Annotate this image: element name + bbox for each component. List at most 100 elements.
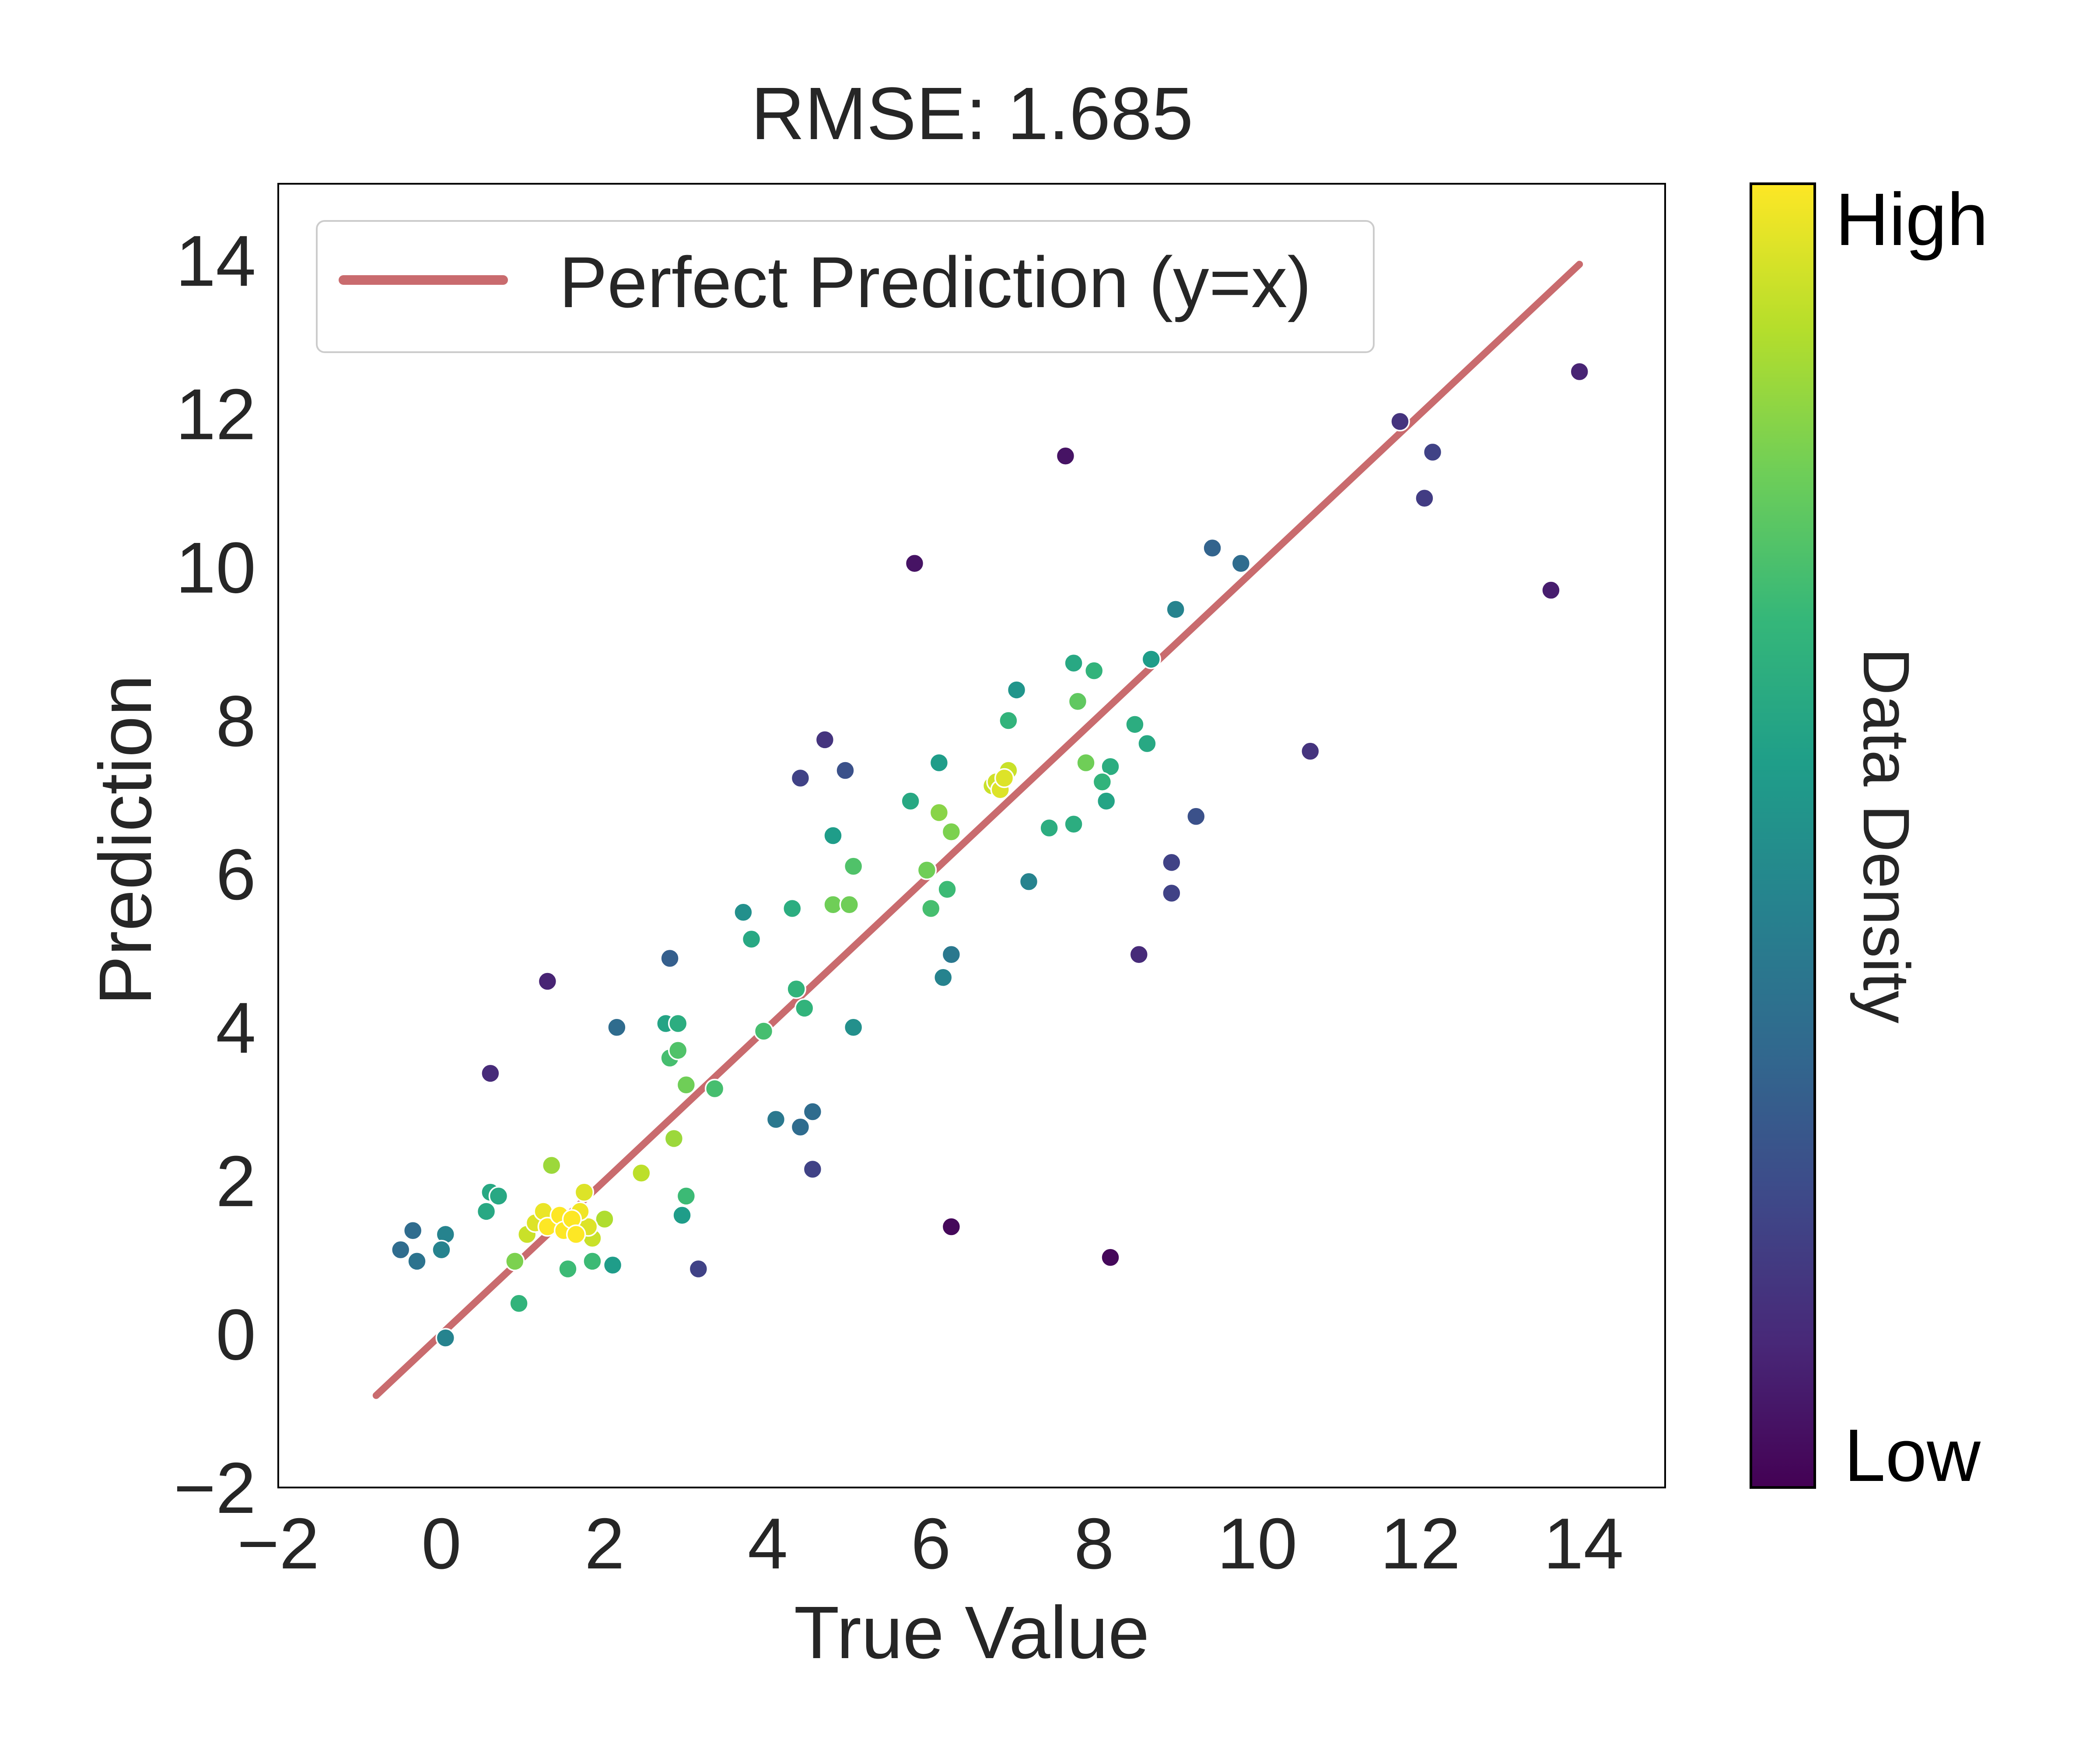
scatter-point — [1084, 661, 1104, 681]
scatter-point — [904, 553, 925, 574]
scatter-point — [1018, 872, 1039, 892]
scatter-point — [574, 1182, 595, 1202]
scatter-point — [839, 895, 860, 915]
scatter-point — [595, 1209, 615, 1229]
x-tick-label: 2 — [584, 1503, 625, 1584]
scatter-point — [1068, 691, 1088, 711]
scatter-point — [1162, 883, 1182, 903]
scatter-point — [929, 802, 949, 823]
scatter-point — [509, 1293, 529, 1314]
scatter-point — [505, 1251, 525, 1271]
scatter-point — [835, 760, 855, 780]
scatter-point — [794, 998, 815, 1018]
y-tick-label: 4 — [216, 987, 256, 1068]
scatter-point — [917, 860, 937, 880]
scatter-point — [782, 898, 802, 919]
scatter-point — [660, 948, 680, 969]
scatter-point — [1166, 599, 1186, 620]
scatter-point — [929, 752, 949, 773]
x-tick-label: 12 — [1380, 1503, 1461, 1584]
scatter-point — [766, 1109, 786, 1130]
scatter-point — [815, 730, 835, 750]
scatter-point — [941, 1217, 962, 1237]
scatter-point — [407, 1251, 427, 1271]
scatter-point — [476, 1201, 497, 1222]
scatter-point — [672, 1205, 692, 1225]
colorbar-gradient — [1750, 182, 1816, 1489]
colorbar-title: Data Density — [1850, 648, 1923, 1024]
y-axis-label: Prediction — [84, 675, 167, 1005]
scatter-point — [1569, 361, 1589, 382]
scatter-point — [582, 1251, 602, 1271]
scatter-point — [998, 710, 1018, 731]
scatter-point — [704, 1078, 725, 1099]
scatter-point — [566, 1224, 586, 1245]
scatter-point — [1162, 852, 1182, 873]
scatter-point — [688, 1259, 709, 1279]
scatter-point — [1390, 411, 1410, 432]
x-tick-label: 8 — [1074, 1503, 1114, 1584]
scatter-point — [488, 1186, 509, 1206]
scatter-point — [790, 1117, 811, 1137]
x-tick-label: −2 — [237, 1503, 319, 1584]
scatter-point — [558, 1259, 578, 1279]
scatter-point — [1129, 944, 1149, 965]
scatter-point — [631, 1163, 651, 1183]
scatter-point — [786, 979, 806, 999]
scatter-point — [753, 1021, 774, 1041]
legend-box — [316, 220, 1375, 353]
scatter-point — [541, 1155, 562, 1176]
scatter-point — [1100, 1247, 1120, 1267]
scatter-point — [1414, 488, 1435, 508]
chart-title: RMSE: 1.685 — [751, 72, 1193, 155]
y-tick-label: −2 — [174, 1448, 256, 1528]
scatter-point — [1202, 538, 1222, 558]
scatter-point — [1064, 814, 1084, 834]
scatter-point — [1076, 752, 1096, 773]
scatter-point — [941, 822, 962, 842]
scatter-point — [668, 1013, 688, 1034]
scatter-point — [607, 1017, 627, 1037]
scatter-point — [402, 1221, 423, 1241]
scatter-point — [921, 898, 941, 919]
scatter-point — [664, 1128, 684, 1149]
scatter-point — [790, 768, 811, 788]
scatter-point — [802, 1102, 823, 1122]
scatter-point — [1055, 446, 1076, 466]
scatter-point — [1064, 653, 1084, 673]
scatter-point — [937, 879, 957, 900]
x-tick-label: 10 — [1217, 1503, 1298, 1584]
scatter-point — [1541, 580, 1561, 600]
scatter-point — [668, 1040, 688, 1060]
scatter-point — [1137, 733, 1157, 754]
scatter-point — [1231, 553, 1251, 574]
scatter-point — [676, 1074, 696, 1095]
y-tick-label: 2 — [216, 1141, 256, 1222]
scatter-point — [802, 1159, 823, 1180]
scatter-point — [1096, 791, 1116, 811]
colorbar-low-label: Low — [1844, 1414, 1981, 1497]
x-axis-label: True Value — [794, 1591, 1150, 1674]
y-tick-label: 12 — [175, 374, 256, 455]
x-tick-label: 6 — [911, 1503, 951, 1584]
scatter-point — [941, 944, 962, 965]
scatter-point — [733, 902, 753, 923]
y-tick-label: 14 — [175, 220, 256, 301]
scatter-point — [602, 1255, 623, 1275]
scatter-point — [1039, 818, 1059, 838]
scatter-point — [1186, 806, 1206, 826]
scatter-point — [676, 1186, 696, 1206]
scatter-point — [1125, 714, 1145, 735]
scatter-point — [900, 791, 920, 811]
scatter-point — [1100, 756, 1120, 777]
y-tick-label: 6 — [216, 834, 256, 915]
scatter-point — [933, 967, 953, 988]
x-tick-label: 14 — [1544, 1503, 1624, 1584]
colorbar-high-label: High — [1835, 178, 1988, 261]
y-tick-label: 10 — [175, 527, 256, 608]
scatter-point — [1422, 442, 1443, 462]
scatter-point — [480, 1063, 500, 1084]
scatter-point — [823, 826, 843, 846]
